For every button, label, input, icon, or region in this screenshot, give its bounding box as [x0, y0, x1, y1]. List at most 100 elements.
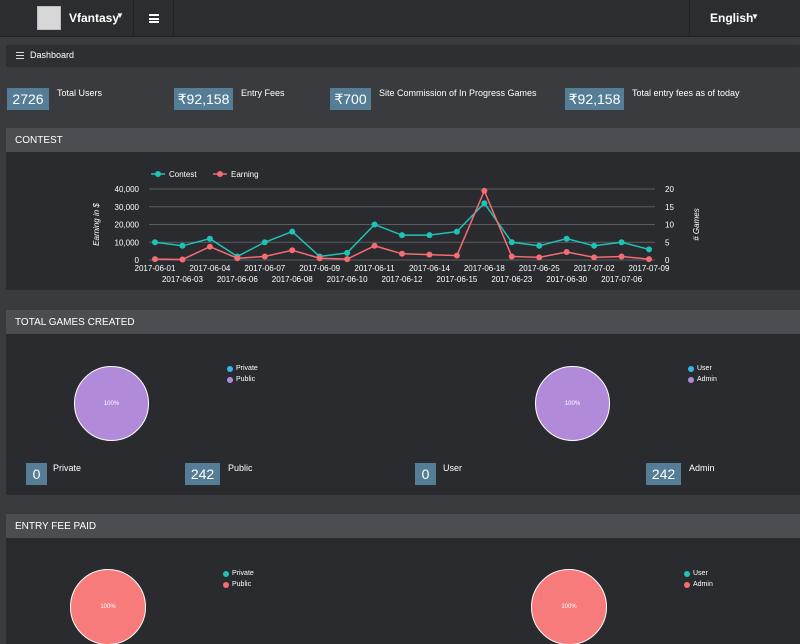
y2-axis-label: # Games	[692, 208, 701, 240]
x-tick-label: 2017-06-14	[409, 264, 450, 273]
legend-item-user[interactable]: User	[684, 570, 708, 577]
point-contest	[536, 242, 543, 249]
x-tick-label: 2017-06-03	[162, 275, 203, 284]
series-line-contest	[154, 202, 650, 258]
stat-commission-label: Site Commission of In Progress Games	[379, 88, 537, 98]
stat-entry-fees-label: Entry Fees	[241, 88, 285, 98]
y-tick-label: 10,000	[115, 238, 140, 247]
legend-item-user[interactable]: User	[688, 365, 712, 372]
x-tick-label: 2017-06-10	[327, 275, 368, 284]
legend-item-admin[interactable]: Admin	[688, 376, 717, 383]
y-tick-label: 0	[135, 256, 140, 265]
legend-marker	[155, 171, 161, 177]
legend-dot-icon	[227, 365, 233, 372]
point-contest	[618, 239, 625, 246]
games-title: TOTAL GAMES CREATED	[15, 317, 135, 328]
contest-title: CONTEST	[15, 135, 63, 146]
x-tick-label: 2017-06-18	[464, 264, 505, 273]
count-private-label: Private	[53, 463, 82, 473]
stat-commission-value: ₹700	[330, 88, 371, 110]
point-earning	[591, 254, 598, 261]
legend-label: User	[697, 365, 712, 372]
point-contest	[206, 235, 213, 242]
entry-fee-header: ENTRY FEE PAID	[6, 514, 800, 538]
count-private-value: 0	[26, 463, 47, 485]
count-admin-label: Admin	[689, 463, 715, 473]
point-earning	[179, 256, 186, 263]
point-earning	[399, 250, 405, 257]
legend-item-public[interactable]: Public	[227, 376, 255, 383]
y-axis-label: Earning in $	[92, 203, 101, 246]
point-contest	[426, 232, 433, 239]
point-contest	[179, 242, 186, 249]
point-contest	[261, 239, 268, 246]
legend-label: Admin	[693, 581, 713, 588]
legend-label: User	[693, 570, 708, 577]
point-earning	[426, 251, 433, 258]
legend-item-admin[interactable]: Admin	[684, 581, 713, 588]
count-admin-value: 242	[646, 463, 681, 485]
point-contest	[289, 228, 296, 235]
point-earning	[234, 255, 241, 262]
legend-dot-icon	[227, 376, 233, 383]
point-earning	[508, 253, 515, 260]
legend-item-private[interactable]: Private	[227, 365, 258, 372]
x-tick-label: 2017-06-04	[189, 264, 230, 273]
legend-label: Admin	[697, 376, 717, 383]
point-earning	[344, 256, 351, 263]
point-contest	[508, 239, 515, 246]
language-dropdown[interactable]: English ▼	[689, 0, 800, 37]
entry-fee-panel: ENTRY FEE PAID 100% Private Public 100% …	[6, 514, 800, 644]
point-earning	[206, 243, 213, 250]
point-contest	[152, 239, 158, 246]
games-creator-pie-label: 100%	[564, 400, 581, 407]
legend-label: Earning	[231, 170, 259, 179]
menu-toggle-button[interactable]	[134, 0, 174, 37]
y2-tick-label: 10	[665, 221, 674, 230]
x-tick-label: 2017-07-06	[601, 275, 642, 284]
point-contest	[371, 221, 378, 228]
x-tick-label: 2017-06-25	[519, 264, 560, 273]
legend-label: Private	[232, 570, 254, 577]
count-public-value: 242	[185, 463, 220, 485]
breadcrumb: Dashboard	[6, 45, 800, 67]
legend-dot-icon	[223, 570, 229, 577]
x-tick-label: 2017-06-06	[217, 275, 258, 284]
contest-chart: 0 10,000 20,000 30,000 40,000 0 5 10 15 20 Earning…	[92, 170, 701, 284]
point-earning	[618, 253, 625, 260]
brand-dropdown[interactable]: Vfantasy ▼	[0, 0, 134, 37]
point-contest	[591, 242, 598, 249]
x-tick-label: 2017-07-09	[629, 264, 670, 273]
entry-creator-pie[interactable]: 100%	[531, 569, 607, 644]
point-earning	[563, 249, 570, 256]
point-earning	[646, 256, 652, 263]
x-tick-label: 2017-06-07	[244, 264, 285, 273]
y2-tick-label: 0	[665, 256, 670, 265]
legend-label: Contest	[169, 170, 197, 179]
legend-item-public[interactable]: Public	[223, 581, 251, 588]
stat-entry-fees-value: ₹92,158	[174, 88, 233, 110]
legend-label: Public	[236, 376, 256, 383]
y-tick-label: 20,000	[115, 221, 140, 230]
legend-dot-icon	[688, 376, 694, 383]
point-earning	[261, 253, 268, 260]
x-tick-label: 2017-06-11	[354, 264, 395, 273]
point-contest	[453, 228, 460, 235]
y2-tick-label: 20	[665, 185, 674, 194]
contest-header: CONTEST	[6, 128, 800, 152]
x-tick-label: 2017-06-23	[491, 275, 532, 284]
brand-logo	[37, 6, 61, 30]
legend-dot-icon	[688, 365, 694, 372]
legend-item-private[interactable]: Private	[223, 570, 254, 577]
entry-fee-title: ENTRY FEE PAID	[15, 521, 97, 532]
legend-label: Public	[232, 581, 252, 588]
count-user-label: User	[443, 463, 463, 473]
y-tick-label: 30,000	[115, 203, 140, 212]
point-earning	[481, 187, 488, 194]
games-creator-pie[interactable]: 100%	[535, 366, 610, 441]
games-type-pie[interactable]: 100%	[74, 366, 149, 441]
entry-type-pie[interactable]: 100%	[70, 569, 146, 644]
y-tick-label: 40,000	[115, 185, 140, 194]
caret-down-icon: ▼	[116, 11, 124, 20]
breadcrumb-dashboard[interactable]: Dashboard	[30, 50, 75, 60]
